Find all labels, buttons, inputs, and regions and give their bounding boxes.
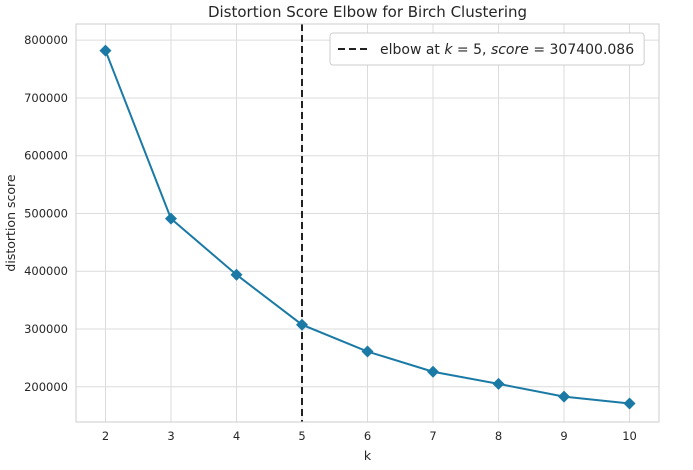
x-axis-label: k bbox=[364, 448, 372, 463]
y-axis-label: distortion score bbox=[3, 174, 18, 271]
x-tick-label: 2 bbox=[102, 429, 109, 443]
data-point-k-6 bbox=[361, 345, 374, 358]
x-tick-label: 6 bbox=[364, 429, 371, 443]
data-point-k-2 bbox=[99, 44, 112, 57]
data-point-k-10 bbox=[623, 397, 636, 410]
x-tick-label: 10 bbox=[622, 429, 637, 443]
data-point-k-4 bbox=[230, 268, 243, 281]
y-tick-label: 400000 bbox=[24, 264, 68, 278]
chart-title: Distortion Score Elbow for Birch Cluster… bbox=[208, 3, 527, 21]
y-tick-label: 200000 bbox=[24, 380, 68, 394]
gridlines bbox=[76, 24, 659, 422]
legend-box bbox=[329, 32, 645, 66]
x-tick-label: 8 bbox=[495, 429, 502, 443]
plot-frame bbox=[75, 23, 660, 423]
x-tick-label: 7 bbox=[429, 429, 436, 443]
legend-part-k-value: = 5, bbox=[452, 42, 490, 58]
data-point-k-8 bbox=[492, 377, 505, 390]
data-point-k-5 bbox=[295, 318, 308, 331]
legend-part-prefix: elbow at bbox=[380, 42, 444, 58]
legend-part-k: k bbox=[444, 42, 453, 58]
x-tick-label: 3 bbox=[167, 429, 174, 443]
y-tick-label: 700000 bbox=[24, 91, 68, 105]
legend-entry-elbow: elbow at k = 5, score = 307400.086 bbox=[380, 42, 634, 58]
y-tick-label: 600000 bbox=[24, 149, 68, 163]
data-point-k-3 bbox=[164, 212, 177, 225]
legend: elbow at k = 5, score = 307400.086 bbox=[329, 32, 645, 66]
x-tick-label: 4 bbox=[233, 429, 240, 443]
data-markers bbox=[99, 44, 636, 410]
y-tick-label: 300000 bbox=[24, 322, 68, 336]
y-tick-label: 500000 bbox=[24, 206, 68, 220]
y-tick-labels: 200000 300000 400000 500000 600000 700000 8000… bbox=[24, 33, 68, 394]
legend-part-score-value: = 307400.086 bbox=[529, 42, 634, 58]
x-tick-label: 5 bbox=[298, 429, 305, 443]
x-tick-labels: 2 3 4 5 6 7 8 9 10 bbox=[102, 429, 637, 443]
legend-part-score: score bbox=[491, 42, 529, 58]
x-tick-label: 9 bbox=[560, 429, 567, 443]
y-tick-label: 800000 bbox=[24, 33, 68, 47]
data-point-k-9 bbox=[558, 390, 571, 403]
data-point-k-7 bbox=[427, 365, 440, 378]
